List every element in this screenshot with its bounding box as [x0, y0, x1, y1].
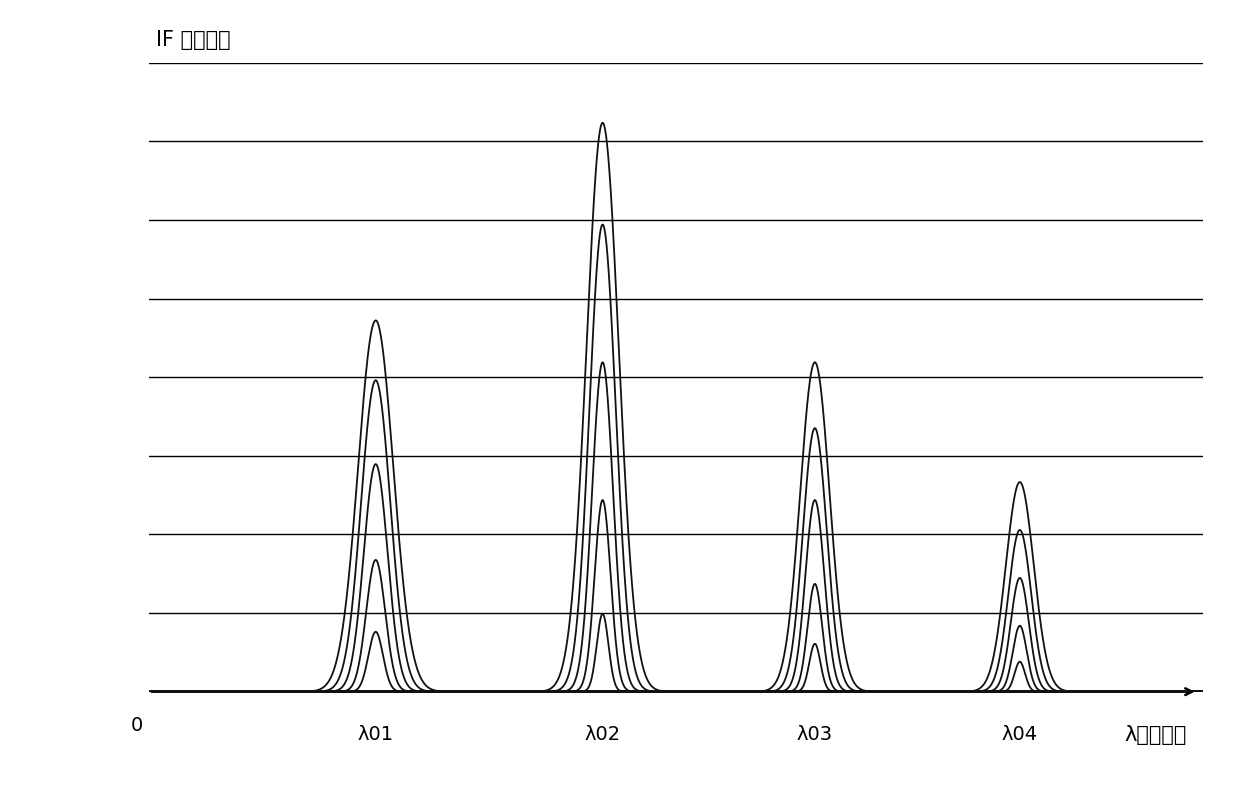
Text: IF 荧光强度: IF 荧光强度 [156, 31, 231, 50]
Text: λ02: λ02 [584, 725, 621, 744]
Text: λ03: λ03 [797, 725, 833, 744]
Text: λ04: λ04 [1002, 725, 1038, 744]
Text: λ荧光波长: λ荧光波长 [1125, 725, 1187, 744]
Text: 0: 0 [131, 715, 143, 735]
Text: λ01: λ01 [357, 725, 394, 744]
